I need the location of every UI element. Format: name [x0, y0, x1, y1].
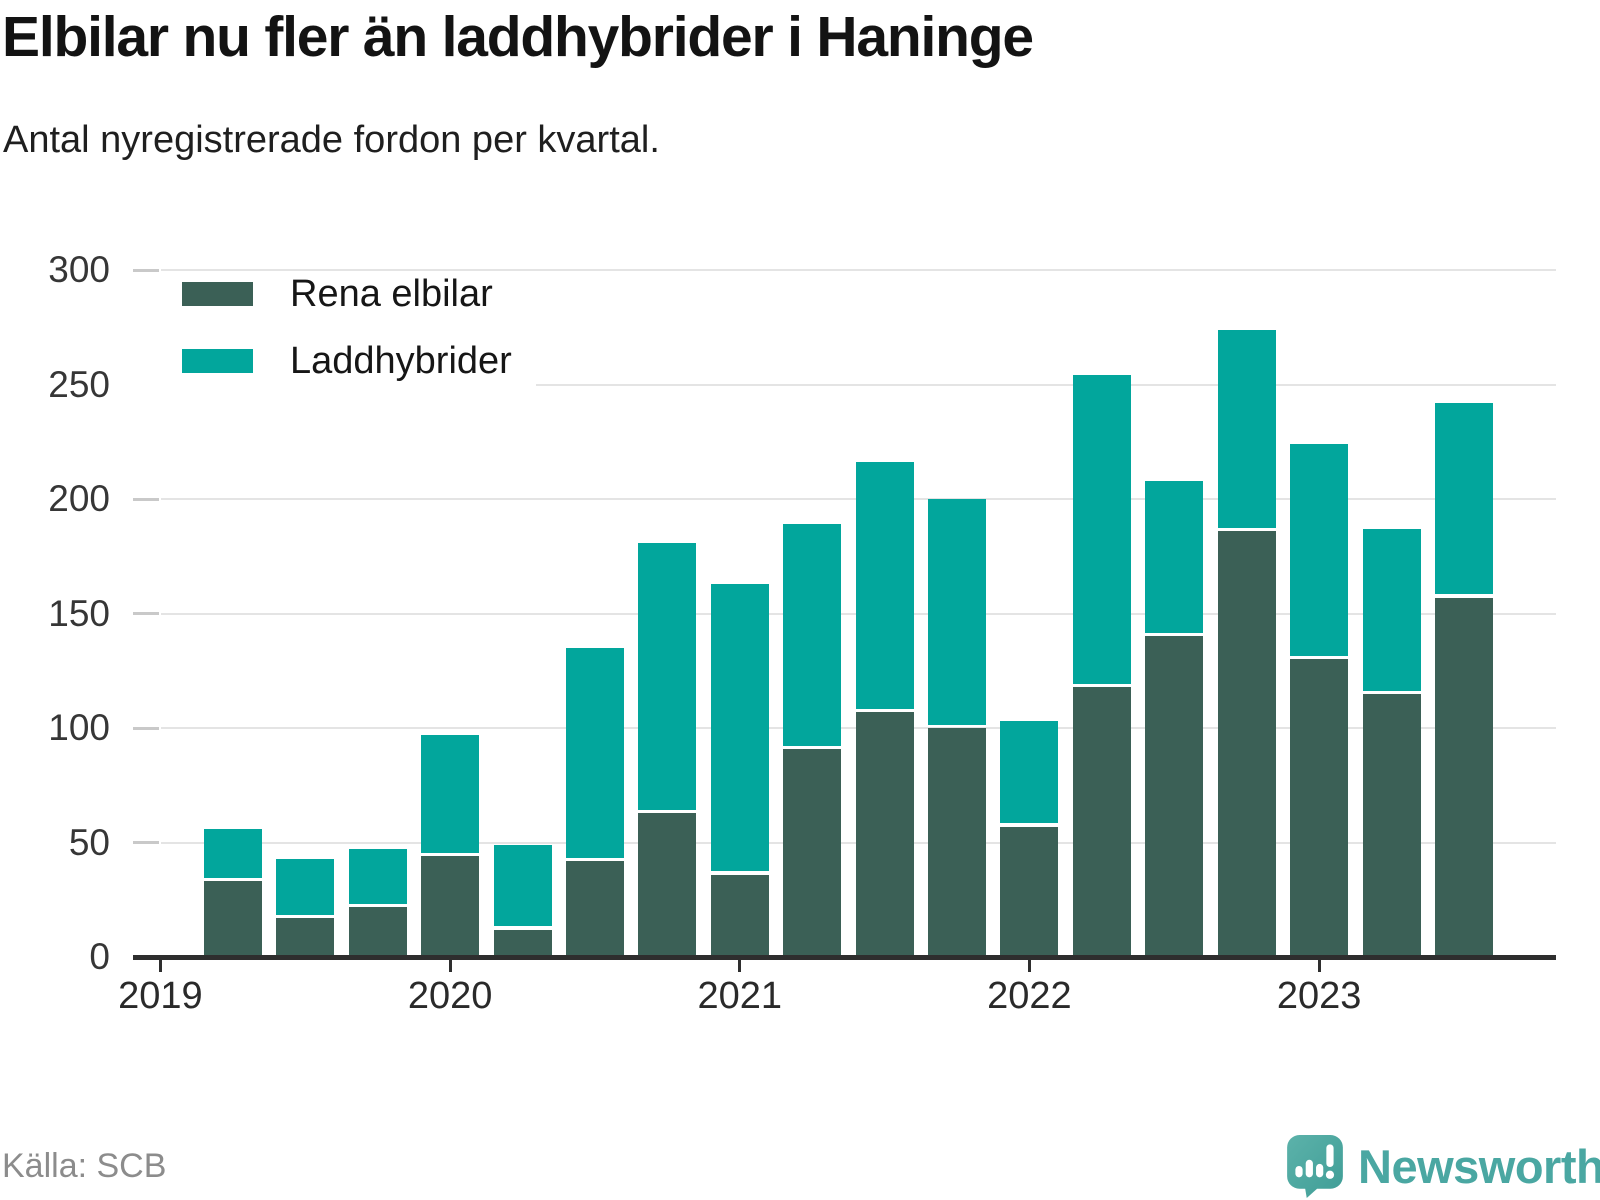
x-tick-label-2022: 2022 [987, 975, 1072, 1017]
bar-rena-elbilar-2019K2 [203, 881, 262, 957]
bar-rena-elbilar-2022K1 [1000, 826, 1059, 957]
bar-rena-elbilar-2022K4 [1217, 531, 1276, 957]
bar-rena-elbilar-2023K3 [1435, 597, 1493, 957]
bar-laddhybrider-2021K4 [928, 499, 986, 725]
legend-label-rena-elbilar: Rena elbilar [290, 272, 493, 315]
bar-laddhybrider-2020K4 [638, 542, 697, 810]
legend-label-laddhybrider: Laddhybrider [290, 339, 512, 382]
bar-laddhybrider-2023K1 [1290, 444, 1349, 657]
bar-laddhybrider-2020K1 [421, 734, 480, 854]
x-tick-label-2019: 2019 [118, 975, 203, 1017]
legend-item-laddhybrider: Laddhybrider [182, 338, 512, 384]
x-tick-2021 [738, 960, 742, 972]
gridline-tick-300 [133, 268, 159, 272]
x-tick-2019 [158, 960, 162, 972]
y-tick-label-0: 0 [89, 936, 110, 977]
x-tick-label-2020: 2020 [407, 975, 493, 1017]
x-tick-2022 [1027, 960, 1031, 972]
bar-rena-elbilar-2021K4 [928, 728, 986, 957]
bar-laddhybrider-2019K4 [348, 849, 407, 904]
bar-rena-elbilar-2021K1 [710, 874, 769, 957]
gridline-tick-100 [133, 726, 159, 730]
gridline-tick-150 [133, 612, 159, 615]
y-tick-label-300: 300 [48, 249, 110, 290]
bar-rena-elbilar-2023K1 [1290, 659, 1349, 957]
bar-rena-elbilar-2022K3 [1145, 636, 1204, 957]
bar-rena-elbilar-2023K2 [1362, 693, 1421, 957]
source-note: Källa: SCB [2, 1147, 167, 1185]
gridline-300 [161, 269, 1556, 271]
bar-rena-elbilar-2022K2 [1072, 686, 1131, 957]
legend-item-rena-elbilar: Rena elbilar [182, 271, 493, 317]
newsworthy-icon [1287, 1135, 1343, 1198]
bar-rena-elbilar-2021K2 [783, 748, 842, 957]
y-tick-label-250: 250 [48, 363, 110, 405]
bar-rena-elbilar-2021K3 [855, 712, 914, 957]
bar-laddhybrider-2019K2 [203, 828, 262, 879]
x-tick-2020 [448, 960, 452, 972]
gridline-tick-50 [133, 841, 159, 844]
bar-laddhybrider-2022K3 [1145, 480, 1204, 634]
bar-rena-elbilar-2019K3 [276, 918, 335, 957]
legend-swatch-rena-elbilar [182, 282, 253, 306]
chart-subtitle: Antal nyregistrerade fordon per kvartal. [3, 119, 660, 161]
bar-laddhybrider-2021K2 [783, 524, 842, 746]
newsworthy-wordmark: Newsworthy [1358, 1139, 1600, 1193]
legend: Rena elbilar Laddhybrider [118, 271, 536, 392]
x-tick-label-2023: 2023 [1276, 975, 1362, 1017]
bar-laddhybrider-2021K1 [710, 583, 769, 872]
bar-rena-elbilar-2019K4 [348, 906, 407, 957]
y-tick-label-150: 150 [48, 592, 110, 634]
y-tick-label-100: 100 [48, 707, 110, 748]
bar-rena-elbilar-2020K1 [421, 856, 480, 957]
y-tick-label-200: 200 [48, 478, 110, 519]
legend-swatch-laddhybrider [182, 349, 253, 373]
bar-rena-elbilar-2020K2 [493, 929, 552, 957]
bar-laddhybrider-2023K2 [1362, 528, 1421, 691]
gridline-250 [161, 383, 1556, 386]
x-axis-line [133, 955, 1556, 960]
y-tick-label-50: 50 [68, 821, 110, 863]
bar-laddhybrider-2022K1 [1000, 721, 1059, 824]
x-tick-label-2021: 2021 [697, 975, 783, 1017]
newsworthy-logo: Newsworthy [1286, 1134, 1600, 1198]
x-tick-2023 [1317, 960, 1321, 972]
bar-laddhybrider-2022K4 [1217, 329, 1276, 528]
bar-rena-elbilar-2020K3 [565, 860, 624, 957]
bar-laddhybrider-2021K3 [855, 462, 914, 709]
gridline-tick-200 [133, 497, 159, 501]
bar-laddhybrider-2019K3 [276, 858, 335, 915]
bar-laddhybrider-2022K2 [1072, 375, 1131, 684]
bar-laddhybrider-2023K3 [1435, 402, 1493, 595]
bar-rena-elbilar-2020K4 [638, 812, 697, 957]
chart-title: Elbilar nu fler än laddhybrider i Haning… [2, 5, 1034, 69]
bar-laddhybrider-2020K2 [493, 844, 552, 927]
bar-laddhybrider-2020K3 [565, 647, 624, 858]
